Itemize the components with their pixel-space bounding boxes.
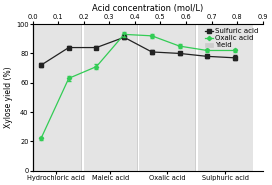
- Oxalic acid: [67, 77, 70, 79]
- Bar: [139, 24, 195, 171]
- Sulfuric acid: [178, 52, 181, 55]
- Bar: [33, 24, 81, 171]
- Sulfuric acid: [233, 57, 237, 59]
- X-axis label: Acid concentration (mol/L): Acid concentration (mol/L): [92, 4, 203, 13]
- Bar: [197, 24, 253, 171]
- Oxalic acid: [233, 49, 237, 52]
- Line: Sulfuric acid: Sulfuric acid: [39, 36, 236, 67]
- Bar: [84, 24, 137, 171]
- Sulfuric acid: [95, 46, 98, 49]
- Sulfuric acid: [206, 55, 209, 58]
- Oxalic acid: [206, 49, 209, 52]
- Oxalic acid: [150, 35, 153, 37]
- Sulfuric acid: [122, 36, 126, 38]
- Oxalic acid: [178, 45, 181, 47]
- Sulfuric acid: [150, 51, 153, 53]
- Legend: Sulfuric acid, Oxalic acid, Yield: Sulfuric acid, Oxalic acid, Yield: [204, 28, 259, 49]
- Sulfuric acid: [67, 46, 70, 49]
- Oxalic acid: [95, 65, 98, 68]
- Line: Oxalic acid: Oxalic acid: [39, 33, 236, 140]
- Oxalic acid: [122, 33, 126, 36]
- Sulfuric acid: [39, 64, 43, 66]
- Oxalic acid: [39, 137, 43, 139]
- Y-axis label: Xylose yield (%): Xylose yield (%): [4, 67, 13, 128]
